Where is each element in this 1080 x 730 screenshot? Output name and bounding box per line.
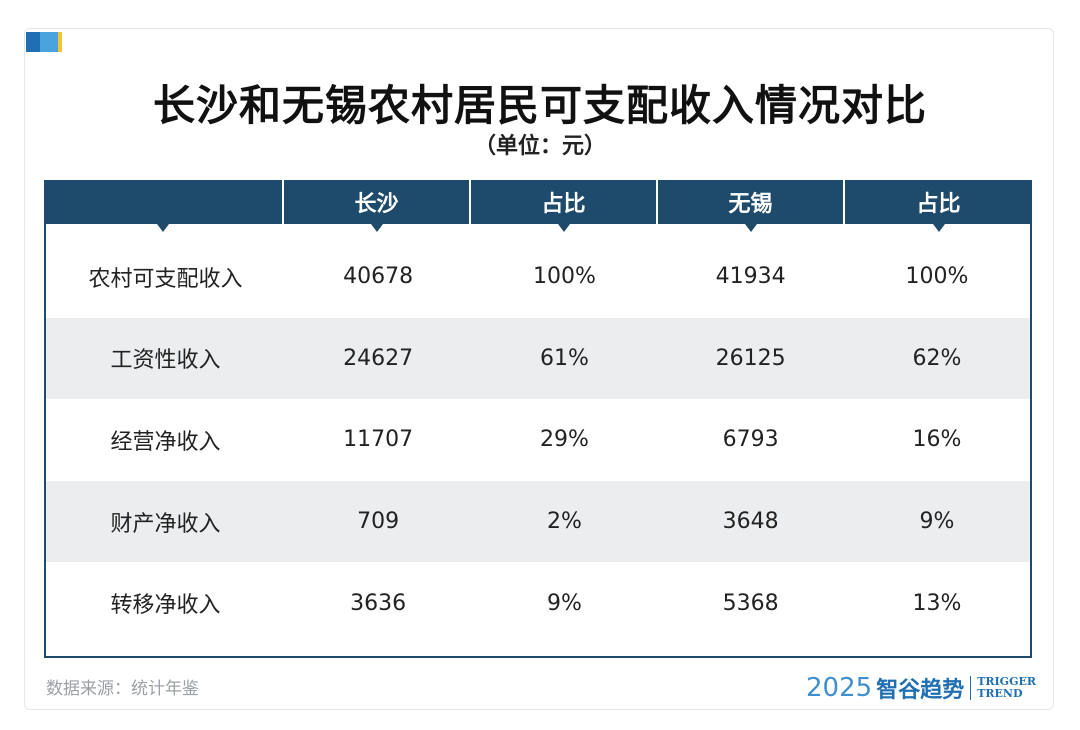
header-cell-changsha: 长沙 bbox=[284, 180, 471, 232]
cell-changsha: 11707 bbox=[343, 427, 414, 453]
table-row: 经营净收入 11707 29% 6793 16% bbox=[46, 399, 1030, 481]
cell-wuxi: 5368 bbox=[722, 590, 779, 616]
table-row: 转移净收入 3636 9% 5368 13% bbox=[46, 562, 1030, 644]
brand-name: 智谷趋势 bbox=[876, 678, 965, 703]
brand-logo: 2025 智谷趋势 TRIGGER TREND bbox=[806, 672, 1036, 704]
brand-year: 2025 bbox=[806, 673, 873, 703]
cell-share-wuxi: 9% bbox=[919, 509, 955, 535]
cell-share-wuxi: 13% bbox=[912, 590, 962, 616]
row-label: 工资性收入 bbox=[110, 348, 221, 374]
row-label: 经营净收入 bbox=[110, 429, 221, 455]
table-row: 财产净收入 709 2% 3648 9% bbox=[46, 480, 1030, 563]
table-row: 农村可支配收入 40678 100% 41934 100% bbox=[46, 236, 1030, 318]
header-cell-blank bbox=[44, 180, 284, 232]
page-title: 长沙和无锡农村居民可支配收入情况对比 bbox=[152, 81, 927, 130]
corner-logo-mark bbox=[26, 32, 62, 52]
cell-share-changsha: 29% bbox=[539, 427, 589, 453]
comparison-table: 长沙 占比 无锡 占比 农村可支配收入 40678 100% 41934 100… bbox=[44, 180, 1032, 658]
cell-changsha: 709 bbox=[357, 509, 400, 535]
brand-english: TRIGGER TREND bbox=[977, 675, 1036, 700]
cell-wuxi: 26125 bbox=[715, 345, 786, 371]
cell-changsha: 3636 bbox=[350, 590, 407, 616]
table-body: 农村可支配收入 40678 100% 41934 100% 工资性收入 2462… bbox=[44, 224, 1032, 658]
unit-subtitle: （单位：元） bbox=[473, 134, 606, 159]
header-cell-share-changsha: 占比 bbox=[471, 180, 658, 232]
cell-wuxi: 6793 bbox=[722, 427, 779, 453]
data-source-note: 数据来源：统计年鉴 bbox=[46, 679, 199, 699]
cell-share-changsha: 100% bbox=[532, 264, 596, 290]
cell-share-wuxi: 16% bbox=[912, 427, 962, 453]
row-label: 财产净收入 bbox=[110, 511, 221, 537]
row-label: 农村可支配收入 bbox=[88, 266, 243, 292]
table-row: 工资性收入 24627 61% 26125 62% bbox=[46, 317, 1030, 400]
table-header: 长沙 占比 无锡 占比 bbox=[44, 180, 1032, 232]
cell-share-changsha: 9% bbox=[546, 590, 582, 616]
row-label: 转移净收入 bbox=[110, 593, 221, 619]
cell-changsha: 24627 bbox=[343, 345, 414, 371]
header-cell-share-wuxi: 占比 bbox=[845, 180, 1032, 232]
cell-changsha: 40678 bbox=[343, 264, 414, 290]
cell-share-wuxi: 62% bbox=[912, 345, 962, 371]
header-cell-wuxi: 无锡 bbox=[658, 180, 845, 232]
cell-share-changsha: 2% bbox=[546, 509, 582, 535]
cell-share-wuxi: 100% bbox=[905, 264, 969, 290]
cell-wuxi: 41934 bbox=[715, 264, 786, 290]
cell-share-changsha: 61% bbox=[539, 345, 589, 371]
cell-wuxi: 3648 bbox=[722, 509, 779, 535]
brand-divider bbox=[970, 676, 972, 700]
